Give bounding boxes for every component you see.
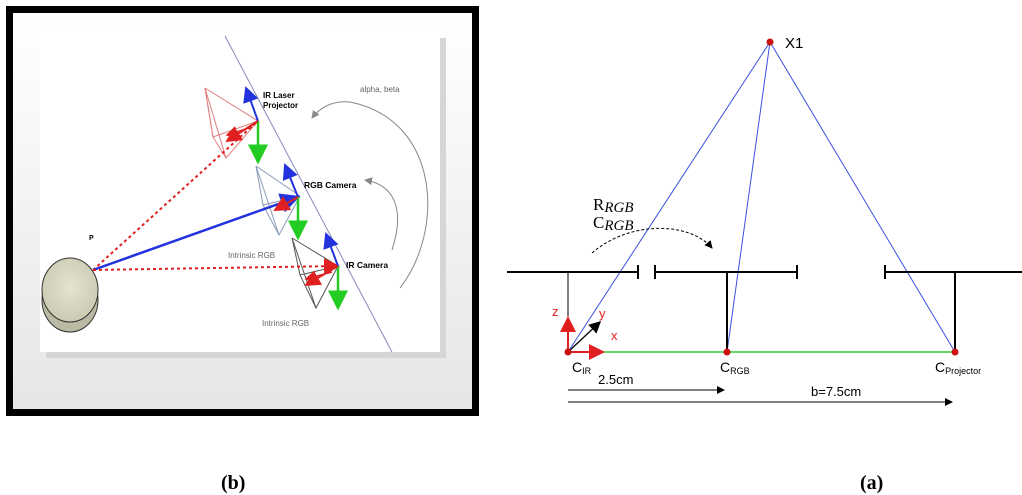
c-projector-point xyxy=(951,348,959,356)
point-label: P xyxy=(89,235,94,242)
c-ir-label: CIR xyxy=(572,359,592,376)
c-rgb-point xyxy=(723,348,731,356)
rgb-camera-label: RGB Camera xyxy=(304,180,357,190)
r-rgb-label: RRGB xyxy=(593,195,634,216)
panel-a: X1 RRGB CRGB z y x CIR CRGB CProjector 2… xyxy=(507,35,1022,494)
distance-label-7-5: b=7.5cm xyxy=(811,384,861,399)
c-projector-label: CProjector xyxy=(935,359,981,376)
ray-x1-crgb xyxy=(726,41,771,353)
distance-label-2-5: 2.5cm xyxy=(598,372,633,387)
intrinsic-rgb-label-2: Intrinsic RGB xyxy=(262,319,309,328)
rgb-ir-curve xyxy=(364,177,399,251)
panel-b-canvas xyxy=(40,32,440,352)
rgb-transform-arrow xyxy=(591,227,713,254)
x1-label: X1 xyxy=(785,35,803,52)
ray-p-rgb xyxy=(92,193,301,272)
alpha-beta-label: alpha, beta xyxy=(360,85,400,94)
ray-p-projector xyxy=(92,120,259,271)
point-disk xyxy=(41,257,99,323)
panel-a-caption: (a) xyxy=(860,472,883,494)
c-rgb-transform-label: CRGB xyxy=(593,213,634,234)
panel-b-caption: (b) xyxy=(221,472,245,494)
rgb-axis-red xyxy=(273,196,299,211)
intrinsic-rgb-label-1: Intrinsic RGB xyxy=(228,251,275,260)
c-rgb-label: CRGB xyxy=(720,359,750,376)
projector-label-2: Projector xyxy=(263,101,298,110)
projector-label-1: IR Laser xyxy=(263,91,295,100)
panel-b: IR Laser Projector alpha, beta RGB Camer… xyxy=(6,6,479,494)
ray-x1-cproj xyxy=(769,41,956,353)
alpha-beta-curve xyxy=(311,101,429,289)
ir-camera-label: IR Camera xyxy=(346,260,388,270)
axis-y-label: y xyxy=(599,306,606,321)
ray-x1-cir xyxy=(567,41,771,353)
projector-axis-blue xyxy=(243,86,259,122)
ray-p-ir xyxy=(92,258,340,275)
x1-point xyxy=(766,38,774,46)
axis-z-label: z xyxy=(552,304,559,319)
projector-axis-red xyxy=(225,120,259,143)
axis-y-arrow xyxy=(567,320,602,353)
rgb-axis-blue xyxy=(282,163,299,198)
ir-axis-blue xyxy=(323,232,339,267)
axis-x-label: x xyxy=(611,328,618,343)
c-ir-point xyxy=(564,348,572,356)
